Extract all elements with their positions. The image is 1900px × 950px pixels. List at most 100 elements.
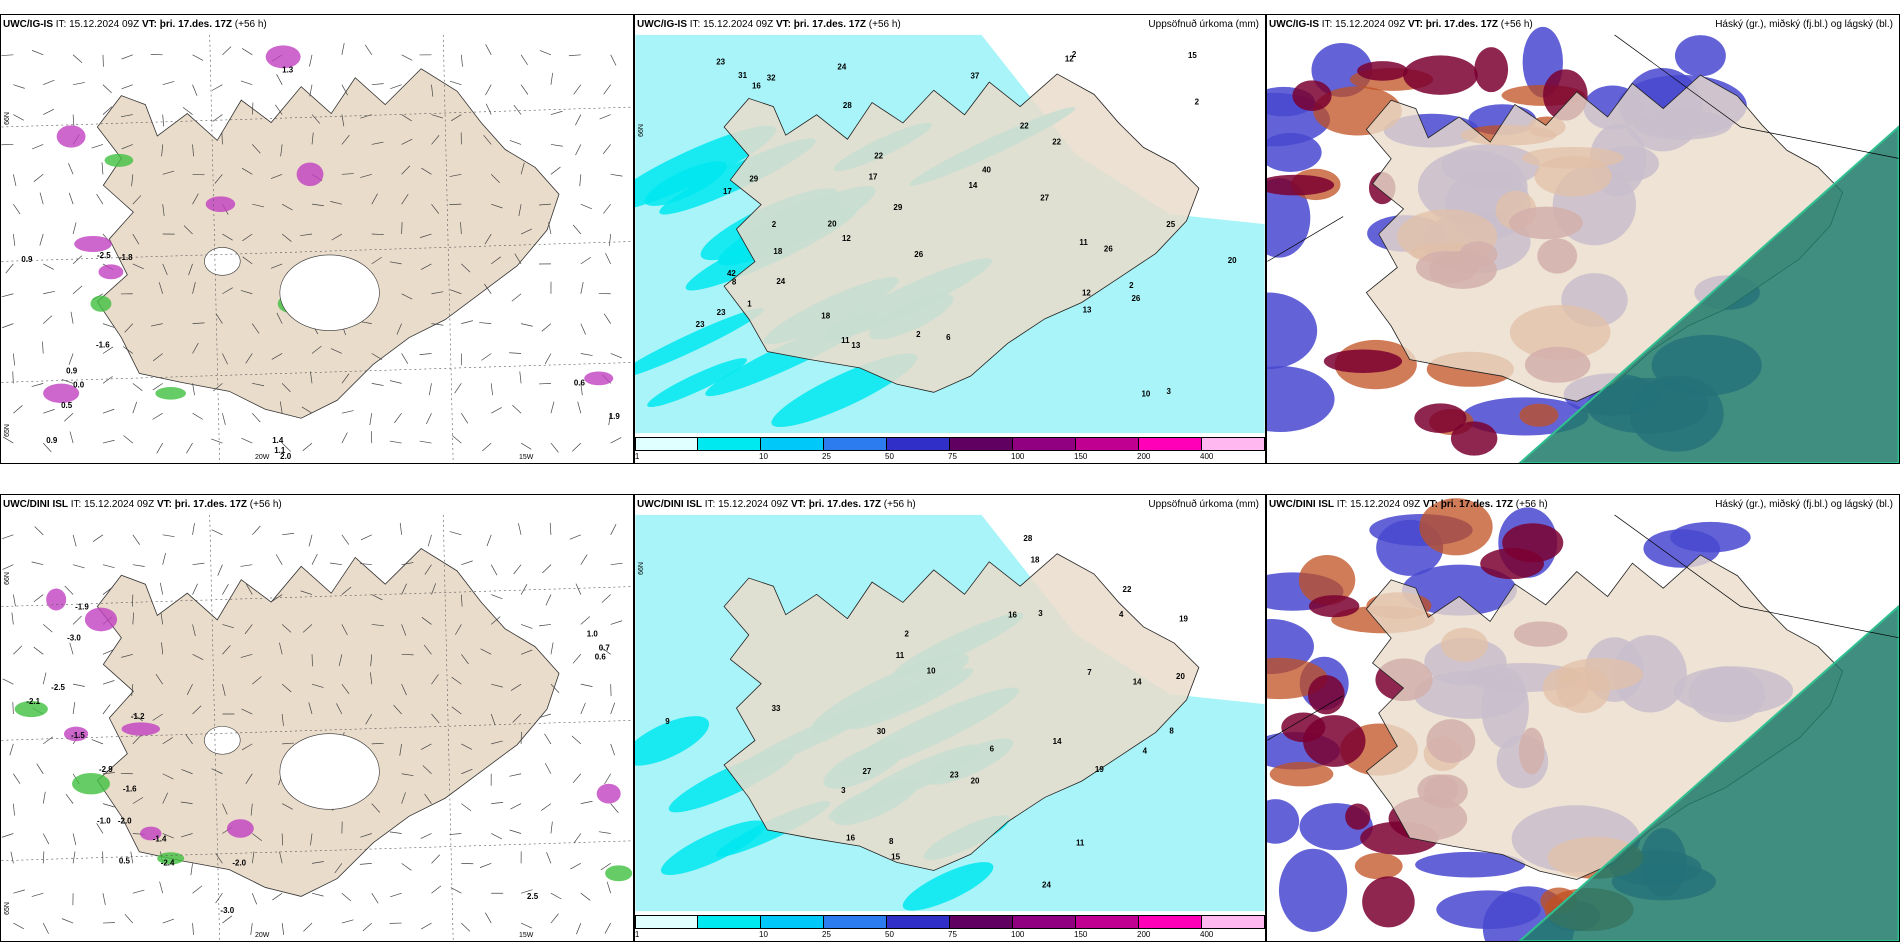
station-value: 10 (927, 667, 936, 676)
iceland-landmass (723, 73, 1200, 393)
high-cloud (1403, 55, 1478, 95)
glacier (204, 247, 241, 276)
colorbar-swatch (1139, 437, 1202, 451)
high-cloud (1480, 548, 1545, 580)
precip-cell (56, 125, 86, 148)
lon-label-20w: 20W (255, 454, 270, 461)
value-label: -3.0 (67, 633, 81, 642)
mid-cloud (1354, 852, 1403, 880)
low-cloud (1674, 35, 1726, 77)
station-value: 18 (1031, 555, 1040, 564)
value-label: -2.5 (97, 251, 111, 260)
precip-cell (43, 383, 80, 403)
station-value: 37 (970, 71, 979, 80)
colorbar-tick-label: 1 (634, 930, 640, 939)
value-labels: 1.30.9 -2.5 -1.8-1.60.90.00.50.61.90.9 1.41… (21, 66, 620, 461)
station-value: 28 (843, 101, 852, 110)
colorbar-swatch (887, 437, 950, 451)
map-canvas (1267, 495, 1899, 941)
lead-time: (+56 h) (234, 19, 267, 30)
colorbar-tick-label: 10 (759, 930, 768, 939)
station-value: 3 (1038, 609, 1043, 618)
panel-header: UWC/IG-IS IT: 15.12.2024 09Z VT: þri. 17… (637, 18, 1261, 32)
station-value: 15 (1188, 51, 1197, 60)
colorbar-swatch (635, 915, 698, 929)
init-time: IT: 15.12.2024 09Z (1321, 19, 1406, 30)
lat-label-65n: 65N (3, 902, 11, 915)
mid-cloud (1298, 555, 1356, 606)
high-cloud (1345, 803, 1371, 830)
station-value: 18 (821, 312, 830, 321)
lat-label-66n: 66N (3, 112, 11, 125)
station-value: 1 (747, 299, 752, 308)
lead-time: (+56 h) (1500, 19, 1533, 30)
station-value: 10 (1142, 390, 1151, 399)
graticule (1, 34, 633, 463)
station-value: 2 (904, 629, 909, 638)
low-cloud (1267, 292, 1318, 370)
value-label: -2.4 (161, 858, 175, 867)
station-value: 2 (1072, 50, 1077, 59)
station-value: 20 (828, 220, 837, 229)
colorbar-frame (635, 437, 1265, 451)
map-panel-ig-wind: 1.3 0.9 -2.5 -1.8 -1.6 0.9 0.0 0.5 0.6 1.9 0.9 1.4 1… (0, 14, 634, 464)
value-label: -1.6 (123, 785, 137, 794)
value-label: -1.5 (71, 731, 85, 740)
station-value: 6 (946, 333, 951, 342)
value-label: -2.0 (118, 817, 132, 826)
precip-colorbar: 1 10 25 50 75 100 150 200 400 (635, 915, 1265, 941)
station-value: 30 (877, 727, 886, 736)
mid-cloud (1419, 498, 1493, 556)
station-value: 22 (1052, 138, 1061, 147)
precip-cell (139, 826, 162, 841)
mid-cloud (1269, 761, 1334, 787)
glacier (279, 733, 380, 810)
field-title: Háský (gr.), miðský (fj.bl.) og lágský (… (1715, 19, 1893, 30)
model-name: UWC/IG-IS (3, 19, 53, 30)
model-name: UWC/DINI ISL (1269, 499, 1334, 510)
map-panel-dini-wind: -1.9 -3.0 -2.5 -2.1 -1.5 -1.2 -2.9 -1.6 -1.0 -2.0… (0, 494, 634, 942)
colorbar-swatch (950, 437, 1013, 451)
high-cloud (1414, 403, 1467, 434)
high-cloud (1323, 349, 1403, 374)
value-label: 0.9 (21, 255, 33, 264)
colorbar-tick-label: 50 (885, 452, 894, 461)
colorbar-swatch (1139, 915, 1202, 929)
colorbar-tick-label: 200 (1137, 452, 1151, 461)
high-cloud (1307, 675, 1345, 715)
value-label: -2.9 (99, 765, 113, 774)
high-cloud (1357, 61, 1408, 81)
glacier (279, 254, 380, 331)
station-value: 42 (727, 269, 736, 278)
colorbar-tick-label: 25 (822, 930, 831, 939)
station-value: 9 (665, 717, 670, 726)
precip-cell (90, 295, 112, 312)
precip-cell (296, 162, 324, 187)
precip-band (635, 308, 764, 379)
precip-cell (98, 264, 124, 280)
lon-label-15w: 15W (519, 454, 534, 461)
valid-time: VT: þri. 17.des. 17Z (1422, 499, 1514, 510)
station-value: 13 (1083, 305, 1092, 314)
panel-header: UWC/DINI ISL IT: 15.12.2024 09Z VT: þri.… (637, 498, 1261, 512)
model-name: UWC/IG-IS (637, 19, 687, 30)
precip-band (647, 358, 748, 408)
low-cloud (1267, 366, 1335, 432)
colorbar-tick-label: 100 (1011, 930, 1025, 939)
station-value: 11 (1076, 839, 1085, 848)
panel-header: UWC/DINI ISL IT: 15.12.2024 09Z VT: þri.… (1269, 498, 1895, 512)
low-cloud (1436, 890, 1541, 929)
low-cloud (1415, 851, 1526, 878)
value-label: -1.8 (119, 253, 133, 262)
station-value: 27 (863, 767, 872, 776)
station-value: 8 (732, 277, 737, 286)
glacier (204, 726, 241, 755)
precip-cell (205, 196, 236, 212)
precip-cell (605, 865, 633, 882)
value-label: 0.7 (599, 643, 611, 652)
lead-time: (+56 h) (883, 499, 916, 510)
colorbar-tick-label: 100 (1011, 452, 1025, 461)
station-value: 22 (1123, 585, 1132, 594)
valid-time: VT: þri. 17.des. 17Z (156, 499, 248, 510)
station-value: 16 (846, 834, 855, 843)
